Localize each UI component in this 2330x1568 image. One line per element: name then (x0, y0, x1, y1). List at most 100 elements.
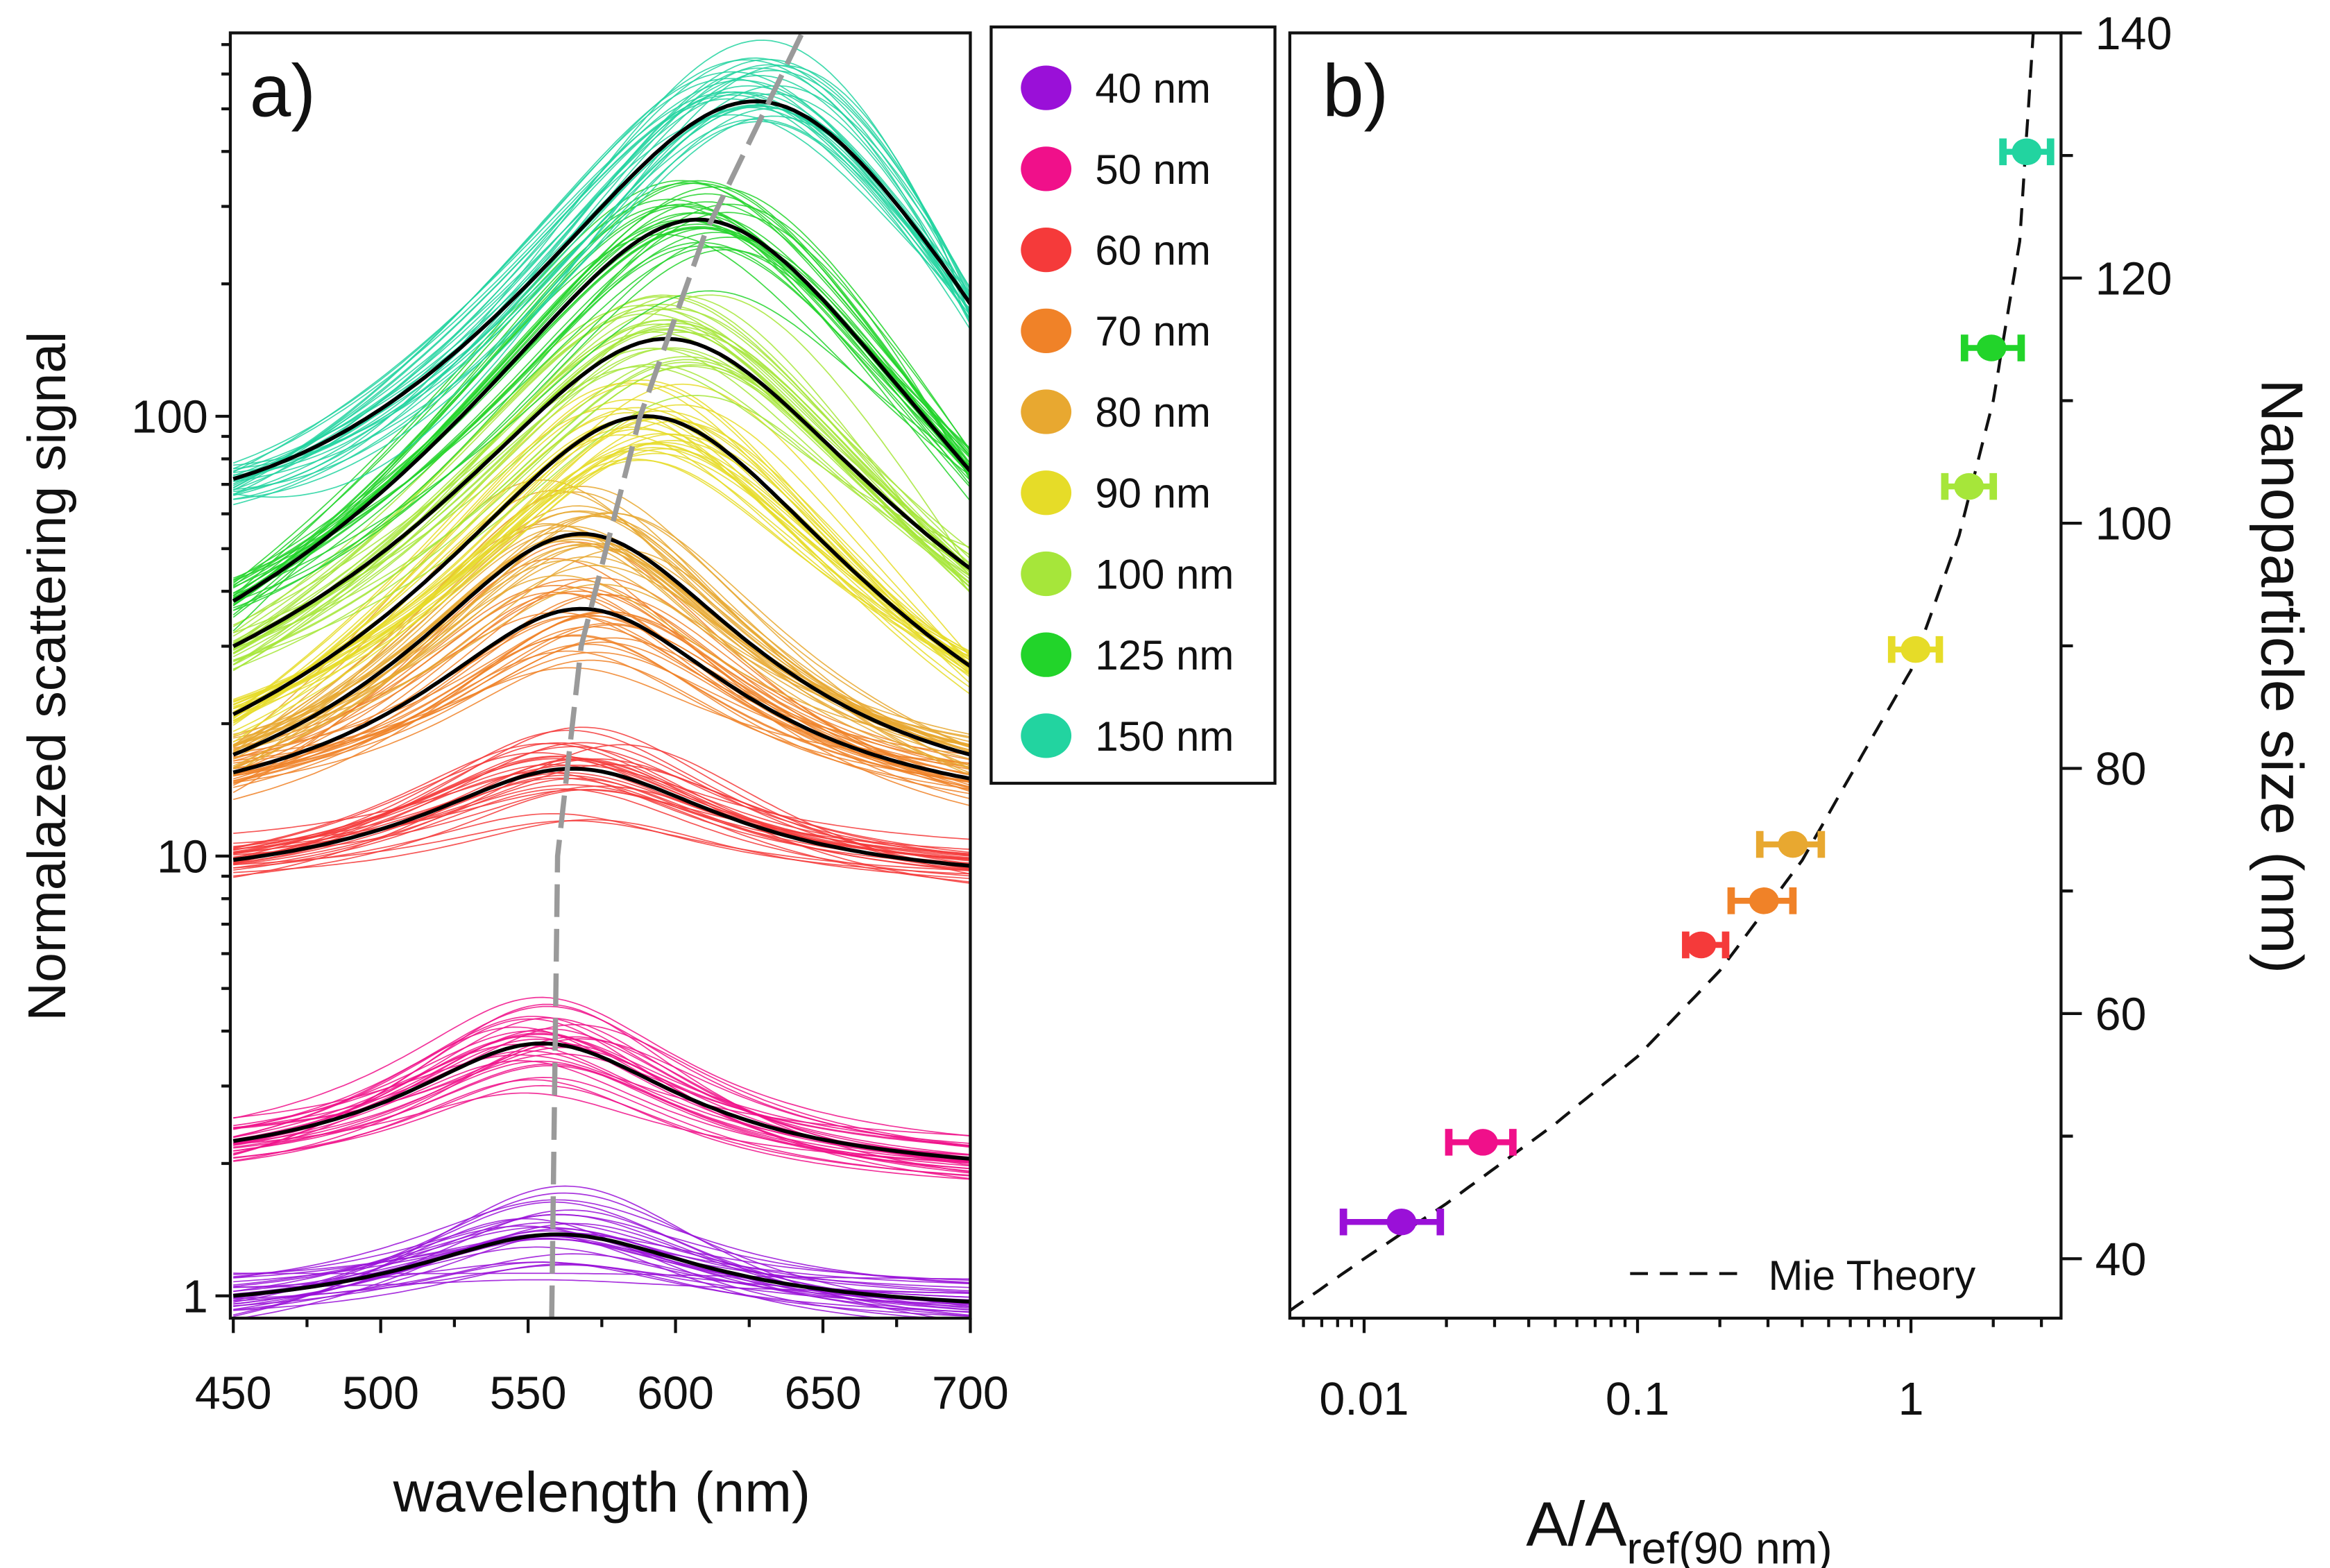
individual-spectrum (233, 634, 971, 794)
y-tick-label-b: 100 (2095, 499, 2172, 550)
individual-spectrum (232, 323, 971, 651)
individual-spectrum (232, 296, 971, 644)
mean-spectrum-40-nm (232, 1232, 971, 1304)
individual-spectrum (233, 1026, 971, 1156)
individual-spectrum (233, 650, 971, 781)
data-marker (1900, 636, 1931, 663)
individual-spectrum (232, 245, 971, 598)
individual-spectrum (233, 744, 971, 875)
legend-label: 50 nm (1095, 146, 1211, 193)
legend-marker (1021, 65, 1072, 110)
individual-spectrum (233, 641, 971, 783)
legend-label: 90 nm (1095, 470, 1211, 517)
y-tick-label-b: 40 (2095, 1234, 2147, 1286)
individual-spectrum (233, 121, 971, 506)
mean-spectrum-125-nm (232, 217, 971, 603)
individual-spectrum (233, 771, 971, 866)
individual-spectrum (232, 544, 971, 755)
individual-spectrum (232, 479, 971, 747)
individual-spectrum (232, 107, 971, 477)
series-80-nm (232, 479, 971, 776)
y-tick-label-a: 10 (157, 831, 208, 883)
individual-spectrum (232, 294, 971, 649)
individual-spectrum (232, 233, 971, 606)
peak-trend-line (549, 33, 805, 1318)
y-tick-label-a: 100 (131, 392, 208, 443)
individual-spectrum (233, 812, 971, 875)
data-marker (1976, 334, 2007, 361)
mean-spectrum-60-nm (232, 767, 971, 868)
individual-spectrum (233, 1079, 971, 1180)
plot-frame-b (1288, 31, 2063, 1320)
panel-label-b: b) (1323, 49, 1388, 132)
y-tick-label-b: 140 (2095, 8, 2172, 60)
data-point-150nm (1999, 138, 2055, 166)
individual-spectrum (232, 585, 971, 774)
individual-spectrum (233, 1233, 971, 1281)
individual-spectrum (233, 1023, 971, 1147)
individual-spectrum (233, 996, 971, 1137)
individual-spectrum (232, 356, 971, 634)
data-marker (1686, 931, 1717, 959)
individual-spectrum (232, 420, 971, 710)
individual-spectrum (232, 308, 971, 654)
individual-spectrum (233, 742, 971, 855)
individual-spectrum (233, 85, 971, 466)
individual-spectrum (232, 364, 971, 646)
mean-spectrum-100-nm (232, 336, 971, 648)
y-tick-label-a: 1 (182, 1271, 208, 1322)
individual-spectrum (233, 1213, 971, 1284)
data-point-90nm (1887, 636, 1944, 663)
x-tick-label-a: 550 (490, 1368, 567, 1420)
individual-spectrum (233, 622, 971, 776)
mean-spectrum-150-nm (232, 99, 971, 481)
individual-spectrum (232, 180, 971, 597)
individual-spectrum (233, 65, 971, 498)
individual-spectrum (233, 1199, 971, 1284)
individual-spectrum (232, 227, 971, 589)
individual-spectrum (232, 237, 971, 608)
legend-label: 80 nm (1095, 389, 1211, 436)
individual-spectrum (232, 104, 971, 495)
x-tick-label-a: 650 (785, 1368, 862, 1420)
x-tick-label-a: 500 (342, 1368, 419, 1420)
individual-spectrum (233, 1261, 971, 1313)
mean-spectrum-90-nm (232, 414, 971, 717)
individual-spectrum (233, 765, 971, 840)
individual-spectrum (232, 525, 971, 748)
data-point-40nm (1339, 1208, 1445, 1236)
individual-spectrum (232, 91, 971, 473)
mean-spectrum-70-nm (232, 606, 971, 781)
individual-spectrum (232, 359, 971, 663)
individual-spectrum (233, 729, 971, 864)
data-point-80nm (1755, 830, 1826, 858)
individual-spectrum (233, 752, 971, 855)
theory-legend-label: Mie Theory (1768, 1252, 1975, 1299)
individual-spectrum (232, 348, 971, 658)
y-tick-label-b: 60 (2095, 989, 2147, 1040)
individual-spectrum (233, 57, 971, 478)
individual-spectrum (232, 543, 971, 769)
individual-spectrum (233, 594, 971, 788)
individual-spectrum (233, 565, 971, 735)
individual-spectrum (232, 426, 971, 724)
individual-spectrum (232, 319, 971, 654)
individual-spectrum (232, 114, 971, 485)
series-40-nm (233, 1185, 971, 1318)
individual-spectrum (233, 819, 971, 880)
individual-spectrum (232, 383, 971, 724)
data-marker (1749, 887, 1779, 914)
mie-theory-curve (1289, 33, 2035, 1313)
individual-spectrum (233, 548, 971, 753)
legend-marker (1021, 308, 1072, 353)
individual-spectrum (233, 1263, 971, 1317)
individual-spectrum (233, 58, 971, 473)
individual-spectrum (232, 228, 971, 599)
legend-marker (1021, 551, 1072, 597)
individual-spectrum (232, 395, 971, 661)
individual-spectrum (233, 1226, 971, 1293)
individual-spectrum (232, 443, 971, 737)
individual-spectrum (232, 71, 971, 489)
